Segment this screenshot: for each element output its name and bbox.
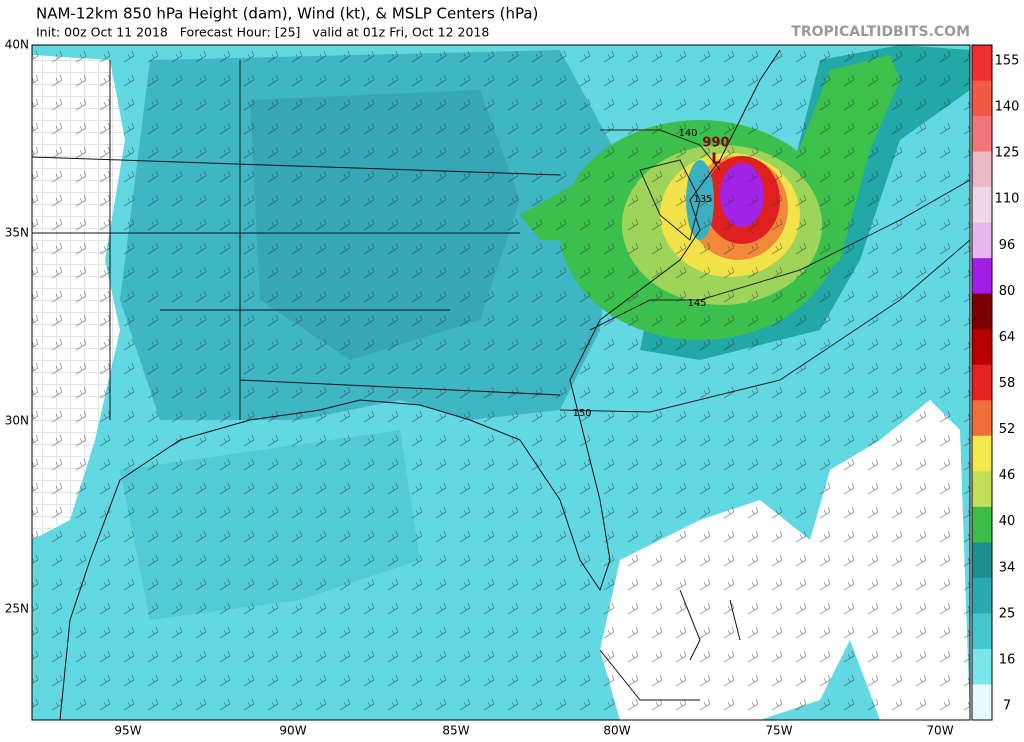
colorbar-swatch: [972, 364, 992, 401]
subtitle: Init: 00z Oct 11 2018 Forecast Hour: [25…: [36, 25, 489, 40]
colorbar-label: 140: [995, 100, 1020, 115]
colorbar-label: 34: [999, 560, 1016, 575]
lon-label: 85W: [442, 724, 469, 738]
colorbar-swatch: [972, 116, 992, 153]
colorbar-label: 155: [995, 54, 1020, 69]
colorbar-swatch: [972, 329, 992, 366]
lon-label: 95W: [114, 724, 141, 738]
contour-label: 150: [572, 408, 591, 419]
height-contours: [559, 129, 970, 413]
colorbar-swatch: [972, 45, 992, 82]
colorbar-label: 25: [999, 606, 1016, 621]
colorbar-label: 96: [999, 238, 1016, 253]
colorbar-swatch: [972, 258, 992, 295]
colorbar-label: 16: [999, 652, 1016, 667]
lon-label: 75W: [765, 724, 792, 738]
lon-label: 90W: [279, 724, 306, 738]
colorbar-label: 7: [1003, 699, 1011, 714]
colorbar-swatch: [972, 222, 992, 259]
colorbar-label: 110: [995, 192, 1020, 207]
lat-label: 35N: [5, 226, 29, 240]
contour-label: 145: [687, 298, 706, 309]
watermark: TROPICALTIDBITS.COM: [791, 24, 970, 40]
map-frame: [31, 44, 971, 721]
coastlines: [32, 49, 781, 720]
colorbar: 155 140 125 110 96 80 64 58 52 46 40 34 25 16 7: [971, 44, 1020, 721]
colorbar-label: 40: [999, 514, 1016, 529]
pressure-value: 990: [702, 136, 729, 151]
colorbar-swatch: [972, 684, 992, 721]
colorbar-swatch: [972, 293, 992, 330]
contour-label: 135: [693, 194, 712, 205]
lat-label: 25N: [5, 602, 29, 616]
colorbar-swatch: [972, 506, 992, 543]
contour-label: 140: [678, 128, 697, 139]
colorbar-swatch: [972, 80, 992, 117]
colorbar-swatch: [972, 613, 992, 650]
colorbar-swatch: [972, 542, 992, 579]
colorbar-label: 125: [995, 146, 1020, 161]
map-area: 140 135 145 150 990 L: [32, 45, 970, 720]
lat-label: 40N: [5, 38, 29, 52]
low-symbol: L: [711, 150, 721, 168]
colorbar-swatch: [972, 151, 992, 188]
wind-barbs: [32, 45, 970, 720]
colorbar-swatch: [972, 187, 992, 224]
lon-label: 70W: [926, 724, 953, 738]
lat-label: 30N: [5, 414, 29, 428]
title: NAM-12km 850 hPa Height (dam), Wind (kt)…: [36, 5, 538, 23]
colorbar-swatch: [972, 648, 992, 685]
colorbar-label: 64: [999, 330, 1016, 345]
colorbar-frame: [971, 44, 993, 721]
lon-label: 80W: [603, 724, 630, 738]
colorbar-label: 52: [999, 422, 1016, 437]
colorbar-label: 80: [999, 284, 1016, 299]
colorbar-swatch: [972, 435, 992, 472]
colorbar-label: 46: [999, 468, 1016, 483]
colorbar-swatch: [972, 577, 992, 614]
colorbar-label: 58: [999, 376, 1016, 391]
colorbar-swatch: [972, 471, 992, 508]
lon-labels: 95W 90W 85W 80W 75W 70W: [114, 724, 953, 738]
lat-labels: 40N 35N 30N 25N: [5, 38, 29, 616]
colorbar-swatch: [972, 400, 992, 437]
